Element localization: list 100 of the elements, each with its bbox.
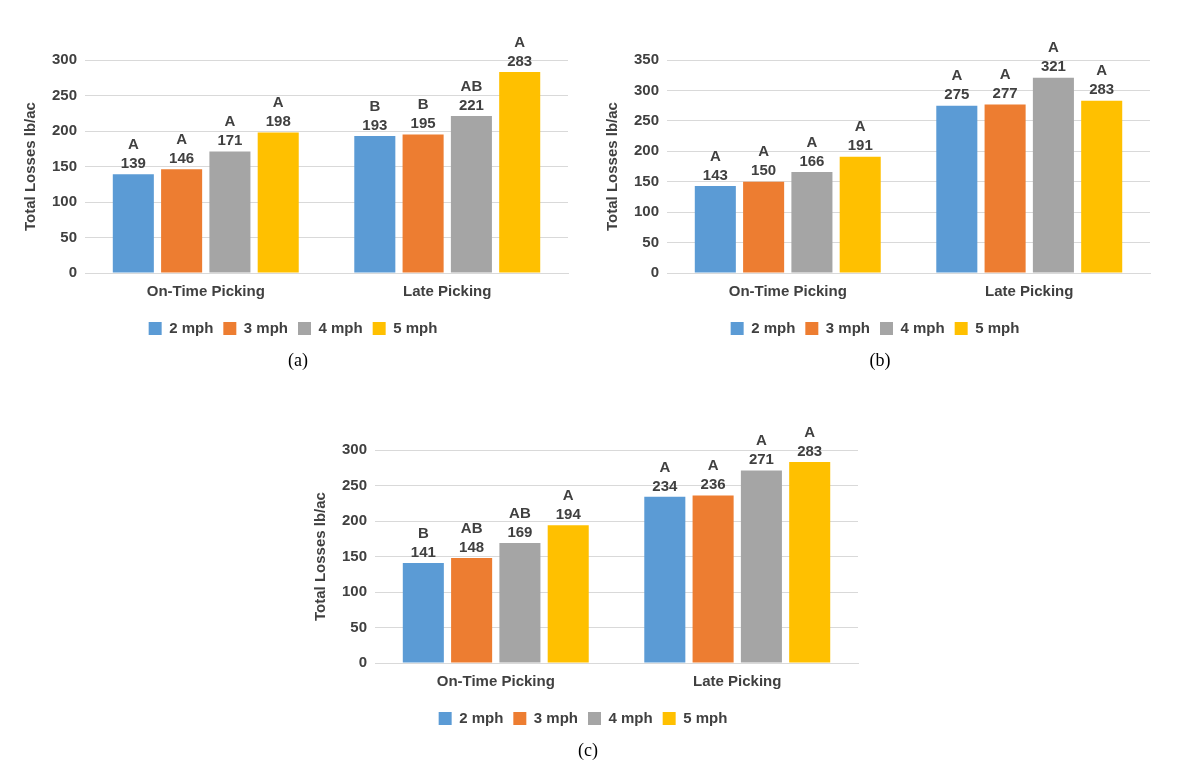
data-label: 146	[169, 148, 195, 166]
y-tick-label: 200	[634, 141, 660, 159]
bar	[839, 156, 881, 273]
y-tick-label: 300	[52, 50, 78, 68]
y-tick-label: 100	[634, 202, 660, 220]
annotation: AB	[460, 76, 483, 94]
data-label: 171	[217, 131, 243, 149]
text: A	[804, 422, 816, 440]
data-label: 150	[751, 161, 777, 179]
y-tick-label: 0	[650, 263, 660, 281]
annotation: A	[854, 117, 866, 135]
data-label: 234	[652, 476, 678, 494]
y-tick-label: 250	[52, 85, 78, 103]
data-label: 283	[507, 51, 533, 69]
legend-label: 5 mph	[683, 708, 728, 726]
bar	[1081, 100, 1123, 273]
bar	[161, 169, 203, 273]
data-label: 283	[797, 441, 823, 459]
bar	[692, 495, 734, 663]
legend-label: 2 mph	[751, 318, 796, 336]
annotation: A	[176, 129, 188, 147]
data-label: 141	[410, 542, 436, 560]
data-label: 221	[458, 95, 484, 113]
data-label: 321	[1040, 57, 1066, 75]
y-tick-label: 150	[342, 546, 368, 564]
legend-label: 4 mph	[608, 708, 653, 726]
bar	[402, 562, 444, 663]
bar	[547, 525, 589, 663]
data-label: 194	[555, 504, 582, 522]
bar	[450, 116, 492, 273]
annotation: AB	[509, 503, 531, 521]
bar	[499, 72, 541, 273]
y-tick-label: 150	[634, 171, 660, 189]
legend-label: 4 mph	[318, 318, 363, 336]
y-tick-label: 50	[642, 232, 660, 250]
legend-label: 2 mph	[169, 318, 214, 336]
bar	[451, 557, 493, 663]
annotation: A	[272, 93, 284, 111]
x-tick-label: Late Picking	[403, 282, 492, 300]
data-label: 198	[265, 112, 291, 130]
y-tick-label: 50	[60, 227, 78, 245]
y-tick-label: 200	[52, 121, 78, 139]
x-tick-label: Late Picking	[985, 282, 1074, 300]
legend-label: 2 mph	[459, 708, 504, 726]
y-tick-label: 300	[342, 440, 368, 458]
data-label: 271	[748, 450, 774, 468]
x-tick-label: On-Time Picking	[728, 282, 847, 300]
y-tick-label: 250	[634, 111, 660, 128]
bar	[402, 134, 444, 273]
data-label: 191	[847, 136, 873, 154]
data-label: 283	[1089, 80, 1115, 98]
legend-label: 4 mph	[900, 318, 945, 336]
bar	[743, 181, 785, 273]
bar	[1032, 77, 1074, 273]
annotation: A	[806, 132, 818, 150]
bar	[354, 135, 396, 273]
y-tick-label: 0	[358, 653, 368, 671]
text: A	[514, 32, 526, 50]
y-tick-label: 200	[342, 511, 368, 529]
bar	[791, 171, 833, 273]
legend-label: 5 mph	[975, 318, 1020, 336]
x-tick-label: On-Time Picking	[436, 672, 555, 690]
annotation: B	[417, 523, 429, 541]
bar	[499, 543, 541, 663]
text: A	[1047, 38, 1059, 56]
bar	[694, 185, 736, 273]
y-tick-label: 100	[342, 582, 368, 600]
bar	[984, 104, 1026, 273]
y-tick-label: 0	[68, 263, 78, 281]
data-label: 275	[944, 85, 970, 103]
legend-label: 3 mph	[533, 708, 579, 726]
data-label: 166	[799, 151, 825, 169]
annotation: A	[709, 146, 721, 164]
data-label: 139	[120, 153, 146, 171]
annotation: A	[951, 66, 963, 84]
data-label: 169	[507, 522, 533, 540]
y-axis-title: Total Losses lb/ac	[603, 102, 621, 231]
data-label: 195	[410, 114, 436, 132]
annotation: A	[224, 112, 236, 130]
annotation: A	[562, 485, 574, 503]
data-label: 193	[362, 115, 388, 133]
text: (a)	[287, 350, 309, 371]
bar	[936, 105, 978, 273]
annotation: A	[127, 134, 139, 152]
data-label: 236	[700, 475, 726, 493]
data-label: 277	[992, 84, 1018, 102]
annotation: A	[707, 456, 719, 474]
legend-label: 3 mph	[243, 318, 289, 336]
annotation: A	[999, 65, 1011, 83]
y-tick-label: 150	[52, 156, 78, 174]
bar	[740, 470, 782, 663]
legend-label: 3 mph	[825, 318, 871, 336]
y-tick-label: 250	[342, 475, 368, 493]
annotation: A	[659, 457, 671, 475]
y-tick-label: 100	[52, 192, 78, 210]
data-label: 143	[702, 165, 728, 183]
bar	[112, 174, 154, 273]
annotation: AB	[460, 518, 483, 536]
text: A	[755, 431, 767, 449]
y-tick-label: 50	[350, 617, 368, 635]
